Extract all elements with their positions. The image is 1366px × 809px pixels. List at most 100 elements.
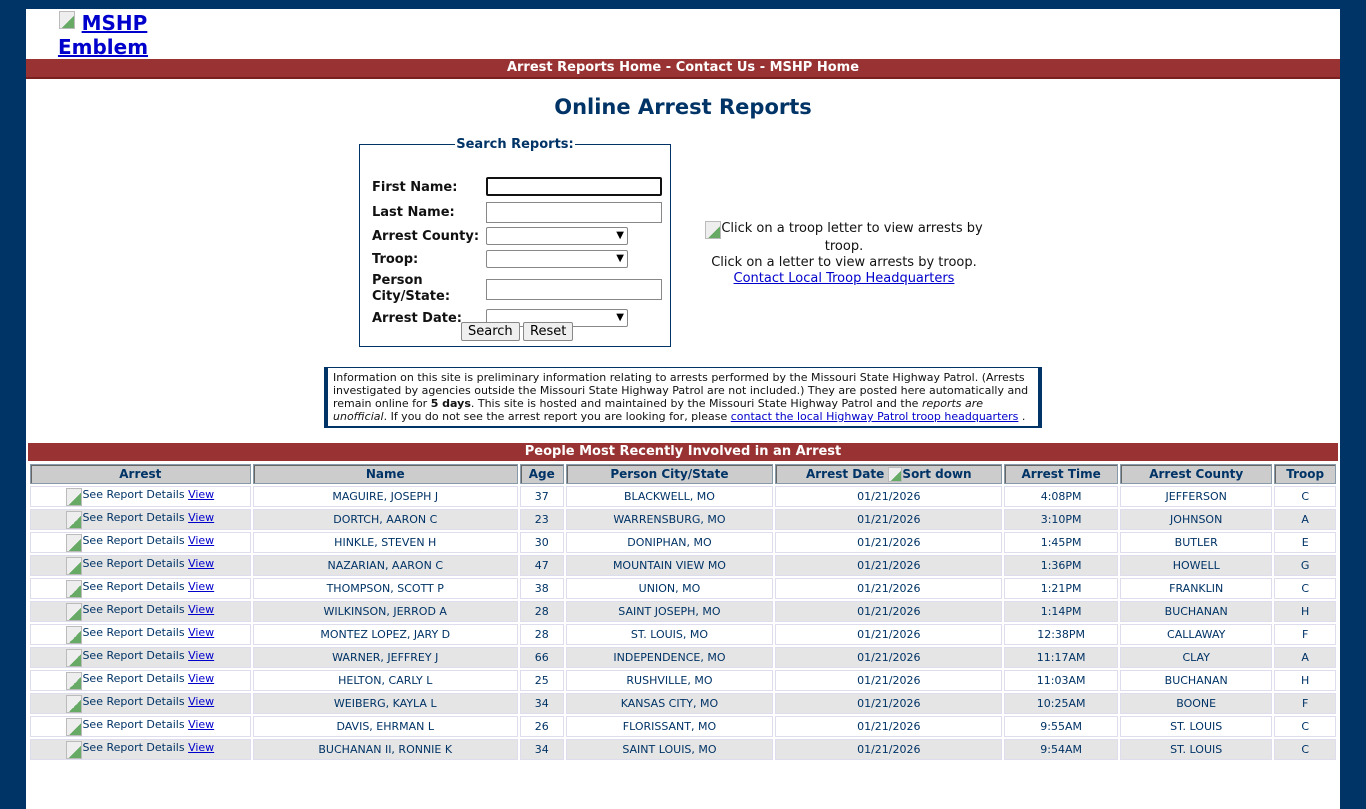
troop-map: Click on a troop letter to view arrests … xyxy=(694,221,994,287)
troop-select[interactable]: ▼ xyxy=(486,250,628,268)
report-details-icon[interactable] xyxy=(66,579,83,598)
report-details-icon[interactable] xyxy=(66,510,83,529)
date-cell: 01/21/2026 xyxy=(775,486,1003,507)
arrest-cell: See Report Details View xyxy=(30,555,251,576)
view-link[interactable]: View xyxy=(188,579,215,593)
last-name-input[interactable] xyxy=(486,202,662,223)
table-row: See Report Details View DAVIS, EHRMAN L 26… xyxy=(30,716,1336,737)
see-report-alt: See Report Details xyxy=(82,556,185,570)
arrest-cell: See Report Details View xyxy=(30,532,251,553)
view-link[interactable]: View xyxy=(188,694,215,708)
see-report-alt: See Report Details xyxy=(82,510,185,524)
first-name-input[interactable] xyxy=(486,177,662,196)
info-contact-link[interactable]: contact the local Highway Patrol troop h… xyxy=(730,410,1019,423)
name-cell: HELTON, CARLY L xyxy=(252,670,518,691)
report-details-icon[interactable] xyxy=(66,487,83,506)
info-bold: 5 days xyxy=(430,397,471,410)
view-link[interactable]: View xyxy=(188,671,215,685)
date-label: Arrest Date: xyxy=(372,311,462,326)
see-report-alt: See Report Details xyxy=(82,487,185,501)
column-header-label: Name xyxy=(365,467,405,481)
view-link[interactable]: View xyxy=(188,510,215,524)
county-cell: BOONE xyxy=(1120,693,1273,714)
sort-alt-text: Sort down xyxy=(902,466,972,481)
name-cell: THOMPSON, SCOTT P xyxy=(252,578,518,599)
search-form: Search Reports: First Name: Last Name: A… xyxy=(359,137,671,347)
county-select[interactable]: ▼ xyxy=(486,227,628,245)
city-input[interactable] xyxy=(486,279,662,300)
sort-down-icon[interactable] xyxy=(888,466,903,482)
name-cell: BUCHANAN II, RONNIE K xyxy=(252,739,518,760)
report-details-icon[interactable] xyxy=(66,648,83,667)
troop-cell: F xyxy=(1274,624,1336,645)
date-cell: 01/21/2026 xyxy=(775,693,1003,714)
county-cell: JEFFERSON xyxy=(1120,486,1273,507)
report-details-icon[interactable] xyxy=(66,556,83,575)
troop-cell: E xyxy=(1274,532,1336,553)
arrests-table: Arrest Name Age Person City/State Arrest Dat… xyxy=(28,462,1338,762)
age-cell: 23 xyxy=(519,509,564,530)
city-label: Person City/State: xyxy=(372,273,451,304)
report-details-icon[interactable] xyxy=(66,740,83,759)
page-title: Online Arrest Reports xyxy=(554,95,812,119)
report-details-icon[interactable] xyxy=(66,625,83,644)
arrest-cell: See Report Details View xyxy=(30,601,251,622)
info-text: . This site is hosted and maintained by … xyxy=(470,397,922,410)
time-cell: 11:03AM xyxy=(1004,670,1119,691)
time-cell: 10:25AM xyxy=(1004,693,1119,714)
view-link[interactable]: View xyxy=(188,487,215,501)
date-cell: 01/21/2026 xyxy=(775,739,1003,760)
city-cell: UNION, MO xyxy=(565,578,774,599)
view-link[interactable]: View xyxy=(188,533,215,547)
date-cell: 01/21/2026 xyxy=(775,578,1003,599)
search-button[interactable]: Search xyxy=(461,322,520,341)
city-cell: INDEPENDENCE, MO xyxy=(565,647,774,668)
date-cell: 01/21/2026 xyxy=(775,624,1003,645)
report-details-icon[interactable] xyxy=(66,602,83,621)
table-row: See Report Details View BUCHANAN II, RONN… xyxy=(30,739,1336,760)
age-cell: 30 xyxy=(519,532,564,553)
report-details-icon[interactable] xyxy=(66,533,83,552)
report-details-icon[interactable] xyxy=(66,694,83,713)
arrest-cell: See Report Details View xyxy=(30,716,251,737)
city-cell: SAINT LOUIS, MO xyxy=(565,739,774,760)
county-cell: BUCHANAN xyxy=(1120,601,1273,622)
mshp-emblem-logo[interactable]: MSHP Emblem xyxy=(28,11,178,59)
column-header: Troop xyxy=(1274,464,1336,484)
age-cell: 66 xyxy=(519,647,564,668)
view-link[interactable]: View xyxy=(188,625,215,639)
reset-button[interactable]: Reset xyxy=(523,322,574,341)
view-link[interactable]: View xyxy=(188,717,215,731)
time-cell: 11:17AM xyxy=(1004,647,1119,668)
logo-link[interactable]: MSHP Emblem xyxy=(57,11,149,59)
report-details-icon[interactable] xyxy=(66,717,83,736)
nav-contact-us[interactable]: Contact Us xyxy=(675,60,756,75)
age-cell: 34 xyxy=(519,693,564,714)
column-header: Person City/State xyxy=(565,464,774,484)
report-details-icon[interactable] xyxy=(66,671,83,690)
troop-map-image[interactable]: Click on a troop letter to view arrests … xyxy=(694,221,994,255)
name-cell: DORTCH, AARON C xyxy=(252,509,518,530)
view-link[interactable]: View xyxy=(188,648,215,662)
view-link[interactable]: View xyxy=(188,740,215,754)
view-link[interactable]: View xyxy=(188,556,215,570)
see-report-alt: See Report Details xyxy=(82,602,185,616)
first-name-label: First Name: xyxy=(372,180,458,195)
nav-arrest-reports-home[interactable]: Arrest Reports Home xyxy=(506,60,662,75)
column-header[interactable]: Arrest Date Sort down xyxy=(775,464,1003,484)
troop-cell: C xyxy=(1274,578,1336,599)
arrest-cell: See Report Details View xyxy=(30,693,251,714)
view-link[interactable]: View xyxy=(188,602,215,616)
arrest-cell: See Report Details View xyxy=(30,670,251,691)
table-row: See Report Details View MAGUIRE, JOSEPH J… xyxy=(30,486,1336,507)
city-cell: SAINT JOSEPH, MO xyxy=(565,601,774,622)
time-cell: 12:38PM xyxy=(1004,624,1119,645)
contact-troop-link[interactable]: Contact Local Troop Headquarters xyxy=(733,271,955,286)
nav-mshp-home[interactable]: MSHP Home xyxy=(769,60,860,75)
city-cell: ST. LOUIS, MO xyxy=(565,624,774,645)
county-label: Arrest County: xyxy=(372,229,480,244)
see-report-alt: See Report Details xyxy=(82,648,185,662)
city-cell: RUSHVILLE, MO xyxy=(565,670,774,691)
column-header-label: Person City/State xyxy=(610,467,729,481)
time-cell: 3:10PM xyxy=(1004,509,1119,530)
